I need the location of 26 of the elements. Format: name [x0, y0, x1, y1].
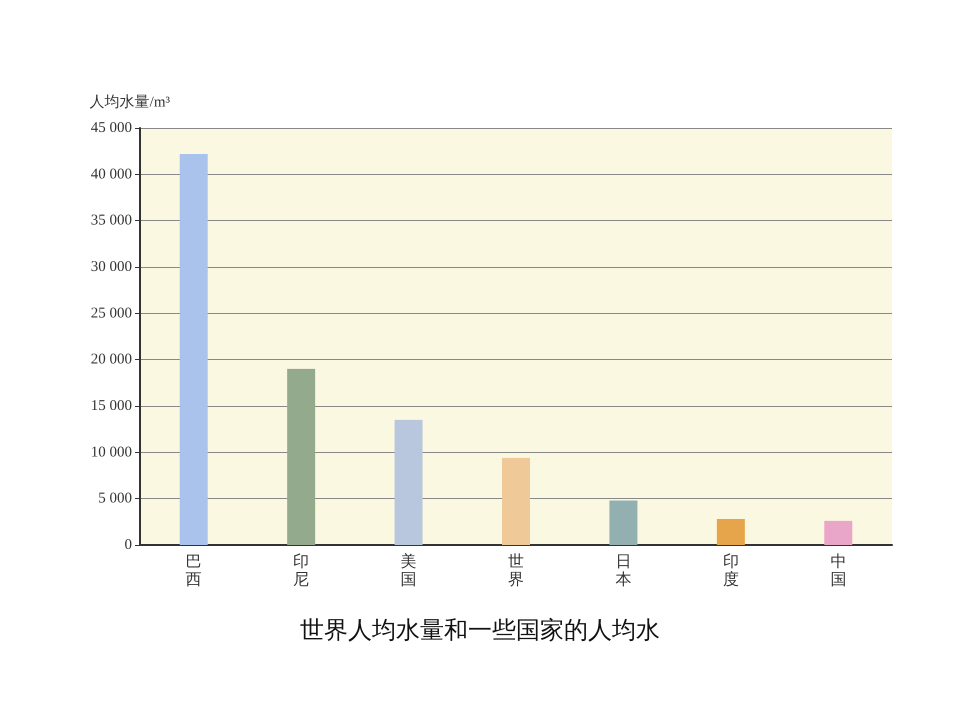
y-tick-label: 25 000 [90, 305, 132, 322]
x-tick-label: 印尼 [293, 552, 310, 588]
y-tick-label: 20 000 [90, 352, 132, 368]
y-tick-label: 40 000 [90, 166, 132, 182]
x-tick-label: 日本 [615, 554, 632, 588]
y-tick-label: 0 [124, 537, 132, 553]
y-tick-label: 30 000 [90, 259, 132, 275]
x-tick-label: 中国 [830, 552, 846, 588]
x-tick-label: 巴西 [186, 554, 202, 588]
y-tick-label: 10 000 [90, 444, 132, 460]
bar [609, 500, 638, 545]
y-axis-title: 人均水量/m³ [90, 94, 170, 110]
x-tick-label: 美国 [400, 552, 417, 588]
bar [287, 368, 316, 545]
y-tick-label: 5 000 [98, 490, 132, 507]
bar [502, 458, 530, 545]
x-tick-label: 世界 [508, 552, 524, 588]
y-tick-label: 15 000 [90, 398, 132, 414]
x-tick-label: 印度 [722, 552, 739, 588]
y-tick-label: 35 000 [90, 212, 132, 229]
bar [824, 520, 852, 545]
bar [716, 519, 745, 545]
bar [394, 420, 423, 545]
bar [180, 154, 208, 545]
y-tick-label: 45 000 [90, 120, 132, 136]
text: 世界人均水量和一些国家的人均水 [300, 617, 660, 644]
